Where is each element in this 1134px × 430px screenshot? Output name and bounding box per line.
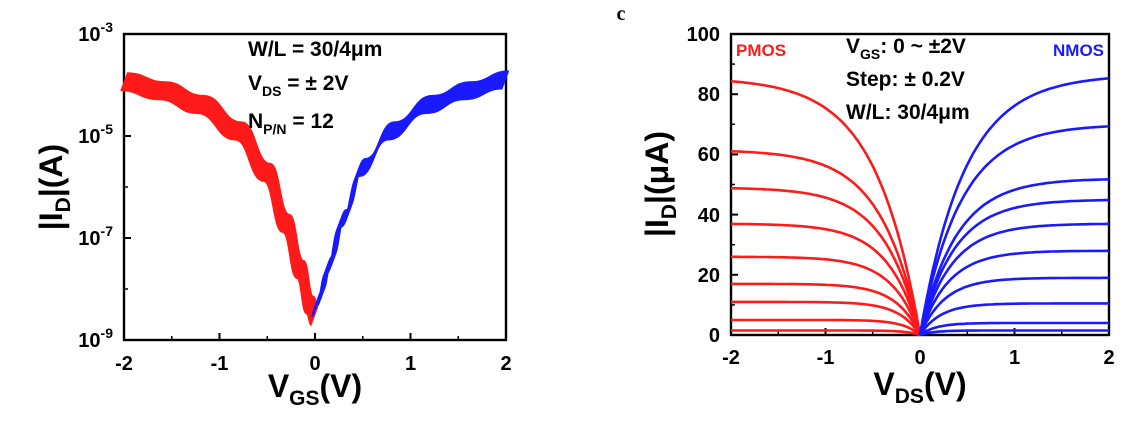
nmos-output-curve <box>918 198 1109 336</box>
right-y-tick-label: 80 <box>698 84 720 106</box>
left-y-tick-label: 10-3 <box>78 19 113 46</box>
left-annotation: NP/N = 12 <box>248 110 334 137</box>
pmos-output-curve <box>731 318 921 337</box>
right-annotation: W/L: 30/4μm <box>846 101 970 124</box>
right-tick-marks <box>730 33 1110 336</box>
left-annotation: VDS = ± 2V <box>248 72 348 99</box>
nmos-transfer-curve <box>316 72 509 302</box>
left-x-tick-label: 0 <box>309 353 320 375</box>
left-y-tick-label: 10-5 <box>78 121 113 148</box>
pmos-output-curve <box>730 186 922 336</box>
left-x-axis-label: VGS(V) <box>268 368 362 410</box>
right-x-tick-label: 1 <box>1009 347 1020 369</box>
right-y-tick-label: 60 <box>698 144 720 166</box>
left-x-tick-label: 2 <box>500 353 511 375</box>
nmos-output-curve <box>919 321 1109 337</box>
nmos-label: NMOS <box>1053 41 1104 60</box>
right-y-tick-label: 100 <box>687 24 720 46</box>
pmos-output-curve <box>731 329 921 337</box>
nmos-output-curve <box>918 77 1110 336</box>
right-y-tick-label: 20 <box>698 265 720 287</box>
nmos-output-curve <box>918 302 1109 336</box>
nmos-output-curve <box>918 249 1109 336</box>
nmos-output-curve <box>918 125 1110 336</box>
nmos-output-curve <box>918 276 1109 336</box>
nmos-transfer-curve <box>317 70 509 301</box>
nmos-output-curve <box>919 329 1109 337</box>
nmos-output-curve <box>918 222 1109 336</box>
left-x-tick-label: -1 <box>211 353 229 375</box>
pmos-label: PMOS <box>736 41 786 60</box>
right-annotation: Step: ± 0.2V <box>846 68 965 91</box>
left-annotation: W/L = 30/4μm <box>248 38 382 61</box>
right-annotation: VGS: 0 ~ ±2V <box>846 35 966 62</box>
pmos-transfer-curve <box>126 72 319 310</box>
left-transfer-chart: -2 -1 0 1 2 10-9 10-7 10-5 10-3 VGS(V) |… <box>33 19 512 410</box>
pmos-output-curve <box>730 282 922 336</box>
right-y-tick-label: 0 <box>709 325 720 347</box>
right-x-tick-label: 2 <box>1103 347 1114 369</box>
pmos-output-curve <box>730 150 922 336</box>
right-x-tick-label: 0 <box>914 347 925 369</box>
right-output-chart: -2 -1 0 1 2 0 20 40 60 80 100 VDS(V) |ID… <box>639 24 1115 408</box>
stray-mark: c <box>617 3 626 25</box>
right-x-axis-label: VDS(V) <box>873 366 966 408</box>
pmos-output-curve <box>730 80 922 336</box>
left-x-tick-label: 1 <box>405 353 416 375</box>
nmos-transfer-curve <box>316 73 508 304</box>
right-y-axis-label: |ID|(μA) <box>639 131 681 237</box>
left-y-tick-label: 10-9 <box>78 325 113 352</box>
left-tick-marks <box>123 33 507 341</box>
right-x-tick-label: -1 <box>817 347 835 369</box>
nmos-output-curve <box>918 178 1110 336</box>
right-x-tick-label: -2 <box>722 347 740 369</box>
left-curves <box>120 70 509 326</box>
pmos-output-curve <box>731 222 922 336</box>
left-x-tick-label: -2 <box>115 353 133 375</box>
pmos-output-curve <box>731 255 922 336</box>
pmos-output-curve <box>731 300 922 336</box>
right-curves <box>730 77 1110 337</box>
left-y-axis-label: |ID|(A) <box>33 144 75 230</box>
left-y-tick-label: 10-7 <box>78 223 113 250</box>
right-y-tick-label: 40 <box>698 205 720 227</box>
